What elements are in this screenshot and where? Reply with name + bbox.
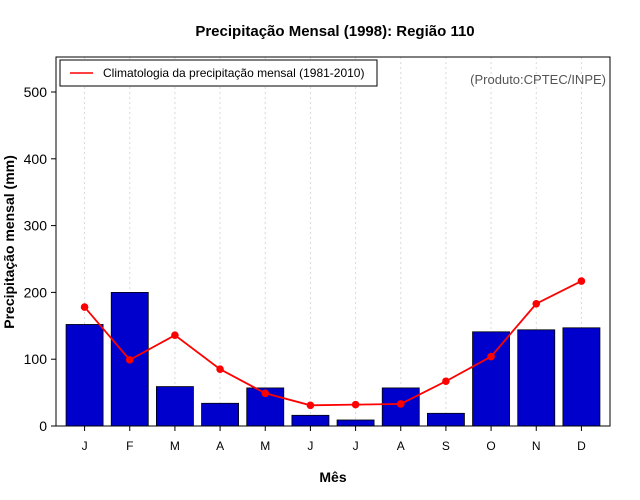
y-axis: 0 100 200 300 400 500: [24, 84, 56, 434]
bar-11: [517, 329, 556, 427]
ytick-label-100: 100: [24, 351, 48, 367]
climatology-series-line: [83, 280, 582, 407]
ytick-label-200: 200: [24, 284, 48, 300]
x-axis-title: Mês: [319, 469, 346, 485]
xtick-label-1: J: [82, 439, 88, 453]
xtick-label-8: A: [397, 439, 405, 453]
xtick-label-5: M: [260, 439, 270, 453]
ytick-label-300: 300: [24, 218, 48, 234]
xtick-label-12: D: [577, 439, 586, 453]
climatology-point-6: [306, 401, 315, 410]
plot-frame: [55, 56, 611, 427]
xtick-label-11: N: [532, 439, 541, 453]
y-axis-title: Precipitação mensal (mm): [1, 155, 17, 329]
bar-10: [472, 331, 511, 427]
legend-label-climatology: Climatologia da precipitação mensal (198…: [103, 66, 364, 80]
ytick-label-0: 0: [39, 418, 47, 434]
xtick-label-4: A: [216, 439, 224, 453]
bar-9: [426, 412, 465, 427]
climatology-point-2: [125, 356, 134, 364]
bar-3: [155, 386, 194, 427]
credit-label: (Produto:CPTEC/INPE): [470, 72, 606, 87]
gridlines: [84, 57, 582, 426]
climatology-point-9: [442, 377, 450, 386]
ytick-label-400: 400: [24, 151, 48, 167]
climatology-point-1: [80, 303, 89, 311]
climatology-points: [80, 277, 586, 410]
xtick-label-7: J: [353, 439, 359, 453]
xtick-label-9: S: [442, 439, 450, 453]
bar-1: [65, 324, 104, 427]
climatology-point-8: [396, 400, 405, 408]
bar-7: [336, 419, 375, 427]
climatology-point-10: [487, 352, 495, 361]
bar-8: [381, 387, 420, 427]
bar-6: [291, 414, 330, 427]
bar-12: [562, 327, 601, 427]
bars: [65, 291, 601, 427]
climatology-point-7: [351, 400, 360, 409]
climatology-point-5: [261, 389, 270, 398]
chart-title: Precipitação Mensal (1998): Região 110: [195, 23, 474, 40]
xtick-label-10: O: [486, 439, 495, 453]
legend-box: [59, 59, 378, 87]
bar-4: [201, 402, 240, 427]
climatology-point-11: [532, 299, 541, 308]
legend: Climatologia da precipitação mensal (198…: [59, 59, 378, 87]
xtick-label-6: J: [307, 439, 313, 453]
climatology-point-4: [216, 365, 224, 374]
climatology-point-3: [171, 331, 179, 339]
ytick-label-500: 500: [24, 84, 48, 100]
climatology-point-12: [577, 277, 586, 285]
climatology-line: [83, 280, 582, 407]
xtick-label-2: F: [126, 439, 133, 453]
xtick-label-3: M: [170, 439, 180, 453]
